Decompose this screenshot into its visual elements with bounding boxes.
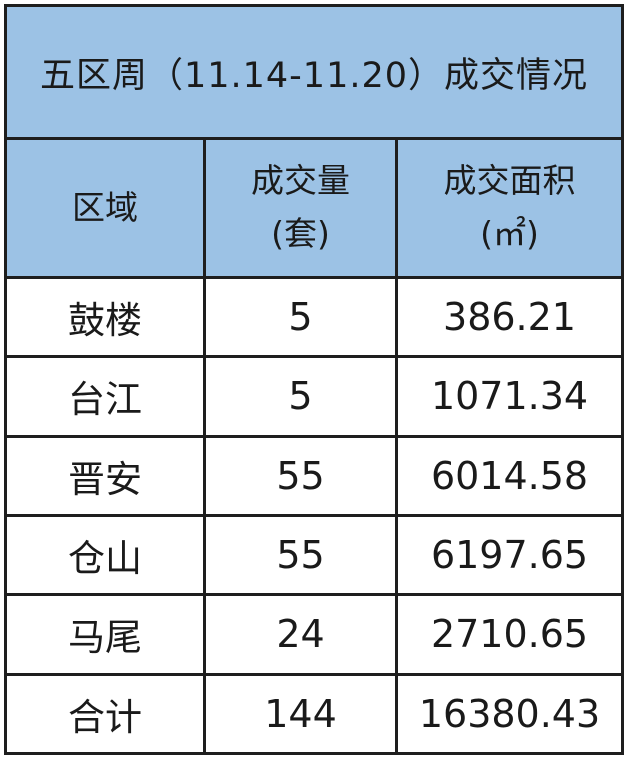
table-row: 仓山 55 6197.65 — [4, 513, 625, 597]
cell-area: 6014.58 — [394, 434, 625, 517]
table-row: 鼓楼 5 386.21 — [4, 275, 625, 359]
header-volume-unit: (套) — [271, 214, 330, 253]
header-cell-region: 区域 — [4, 137, 206, 279]
header-row: 区域 成交量 (套) 成交面积 (㎡) — [4, 137, 625, 279]
cell-volume: 5 — [203, 355, 398, 438]
header-area-label: 成交面积 — [443, 161, 576, 201]
cell-region: 鼓楼 — [4, 275, 206, 359]
cell-volume: 55 — [203, 434, 398, 517]
cell-region-total: 合计 — [4, 672, 206, 756]
cell-region: 仓山 — [4, 513, 206, 597]
table-row-total: 合计 144 16380.43 — [4, 672, 625, 756]
cell-volume: 55 — [203, 513, 398, 597]
table-row: 台江 5 1071.34 — [4, 355, 625, 438]
cell-volume: 5 — [203, 275, 398, 359]
header-area-unit: (㎡) — [480, 214, 539, 253]
cell-volume-total: 144 — [203, 672, 398, 756]
header-region-label: 区域 — [72, 187, 138, 227]
table-title: 五区周（11.14-11.20）成交情况 — [3, 4, 625, 140]
header-cell-area: 成交面积 (㎡) — [394, 137, 625, 279]
header-cell-volume: 成交量 (套) — [203, 137, 398, 279]
title-row: 五区周（11.14-11.20）成交情况 — [3, 4, 625, 140]
cell-region: 马尾 — [4, 593, 206, 676]
cell-area: 6197.65 — [394, 513, 625, 597]
cell-area: 2710.65 — [394, 593, 625, 676]
cell-region: 台江 — [4, 355, 206, 438]
transactions-table: 五区周（11.14-11.20）成交情况 区域 成交量 (套) 成交面积 (㎡)… — [3, 4, 625, 756]
table-row: 马尾 24 2710.65 — [4, 593, 625, 676]
cell-volume: 24 — [203, 593, 398, 676]
cell-area: 386.21 — [394, 275, 625, 359]
cell-region: 晋安 — [4, 434, 206, 517]
header-volume-label: 成交量 — [251, 161, 350, 201]
cell-area: 1071.34 — [394, 355, 625, 438]
table-row: 晋安 55 6014.58 — [4, 434, 625, 517]
cell-area-total: 16380.43 — [394, 672, 625, 756]
